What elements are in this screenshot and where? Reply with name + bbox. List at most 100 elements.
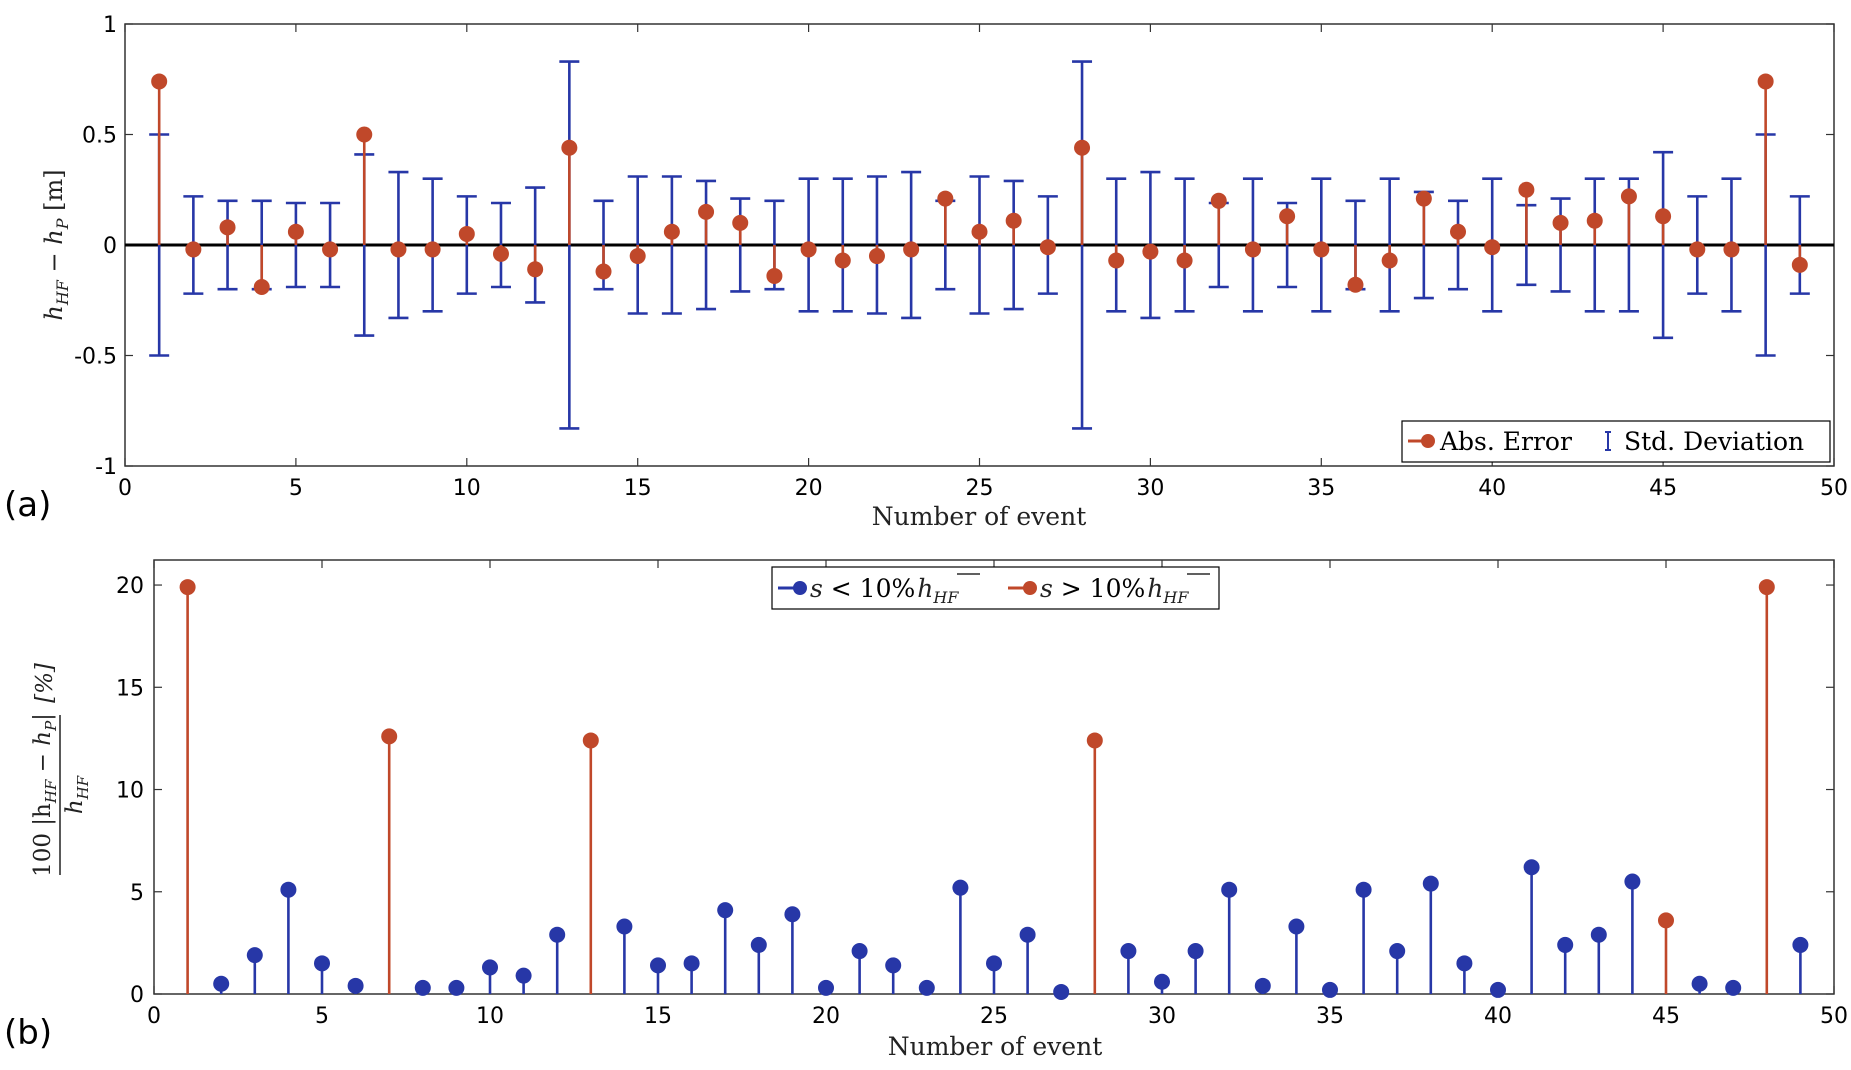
x-tick-label: 5 [289, 476, 303, 501]
y-tick-label: 5 [130, 881, 144, 906]
y-tick-label: 10 [116, 779, 144, 804]
stem-marker [1053, 983, 1070, 1000]
error-marker [903, 241, 920, 258]
stem-marker [1658, 912, 1674, 929]
y-tick-label: -1 [95, 455, 117, 480]
x-tick-label: 45 [1652, 1004, 1680, 1029]
y-axis-title-a: hHF − hP [m] [40, 169, 72, 320]
stem-marker [851, 943, 868, 960]
stem-marker [448, 979, 465, 996]
stem-marker [1120, 943, 1137, 960]
legend-high-label: s > 10%hHF [1040, 574, 1189, 607]
x-tick-label: 35 [1316, 1004, 1344, 1029]
error-marker [1244, 241, 1261, 258]
stem-marker [1355, 881, 1372, 898]
error-marker [937, 190, 954, 207]
stem-marker [1221, 881, 1238, 898]
stem-marker [582, 732, 599, 749]
legend-high-marker [1023, 581, 1037, 595]
legend-std-label: Std. Deviation [1624, 427, 1804, 456]
stem-marker [952, 879, 969, 896]
y-tick-label: -0.5 [74, 345, 117, 370]
stem-marker [1187, 943, 1204, 960]
legend-a: Abs. Error Std. Deviation [1401, 420, 1831, 463]
x-tick-label: 15 [624, 476, 652, 501]
stem-marker [179, 579, 196, 596]
error-marker [629, 248, 646, 265]
error-marker [800, 241, 817, 258]
stem-marker [213, 975, 230, 992]
legend-abs-error-marker [1421, 434, 1435, 448]
error-marker [253, 278, 270, 295]
error-marker [1518, 181, 1535, 198]
y-tick-label: 1 [103, 13, 117, 38]
x-tick-label: 10 [476, 1004, 504, 1029]
stem-marker [1590, 926, 1607, 943]
stem-marker [414, 979, 431, 996]
error-marker [1279, 208, 1296, 225]
x-tick-label: 35 [1307, 476, 1335, 501]
svg-text:[%]: [%] [32, 663, 58, 703]
stem-marker [1624, 873, 1641, 890]
x-tick-label: 10 [453, 476, 481, 501]
stem-marker [1691, 975, 1708, 992]
stem-marker [1254, 977, 1271, 994]
error-marker [1074, 139, 1091, 156]
x-tick-label: 20 [795, 476, 823, 501]
y-axis-title-b: 100 |hHF − hP| hHF [%] [30, 663, 92, 877]
stem-marker [1758, 579, 1775, 596]
x-tick-label: 0 [118, 476, 132, 501]
stem-marker [918, 979, 935, 996]
legend-b: s < 10%hHF s > 10%hHF [771, 566, 1220, 610]
x-tick-label: 5 [315, 1004, 329, 1029]
error-marker [698, 203, 715, 220]
error-marker [1142, 243, 1159, 260]
stem-marker [1086, 732, 1103, 749]
error-marker [287, 223, 304, 240]
x-ticks-a: 0 5 10 15 20 25 30 35 40 45 50 [118, 24, 1848, 501]
error-marker [1039, 239, 1056, 256]
x-tick-label: 30 [1148, 1004, 1176, 1029]
panel-a: -1 -0.5 0 0.5 1 0 5 10 15 20 25 30 35 40 45 50 hHF − h… [4, 13, 1848, 531]
x-tick-label: 40 [1484, 1004, 1512, 1029]
legend-low-label: s < 10%hHF [810, 574, 959, 607]
error-marker [1005, 212, 1022, 229]
stem-marker [1154, 973, 1170, 990]
error-marker [1347, 276, 1364, 293]
x-tick-label: 0 [147, 1004, 161, 1029]
error-marker [732, 214, 749, 231]
stem-marker [1389, 943, 1406, 960]
error-marker [424, 241, 441, 258]
error-marker [1484, 239, 1501, 256]
stem-marker [1422, 875, 1439, 892]
stem-marker [1523, 859, 1540, 876]
stem-marker [1456, 955, 1473, 972]
error-marker [868, 248, 885, 265]
error-marker [492, 245, 509, 262]
error-marker [1620, 188, 1637, 205]
x-tick-label: 25 [966, 476, 994, 501]
panel-b: 0 5 10 15 20 0 5 10 15 20 25 30 35 40 45 50 100 |hHF −… [4, 559, 1848, 1061]
error-marker [1176, 252, 1193, 269]
error-marker [1415, 190, 1432, 207]
error-marker [1210, 192, 1227, 209]
panel-label-a: (a) [4, 485, 51, 525]
y-tick-label: 20 [116, 574, 144, 599]
error-marker [356, 126, 373, 143]
error-marker [527, 261, 544, 278]
error-marker [1552, 214, 1569, 231]
error-marker [1655, 208, 1672, 225]
x-ticks-b: 0 5 10 15 20 25 30 35 40 45 50 [147, 560, 1848, 1029]
stem-marker [818, 979, 834, 996]
x-axis-title-a: Number of event [872, 502, 1087, 531]
stem-marker [482, 959, 498, 976]
stem-marker [515, 967, 532, 984]
error-marker [390, 241, 407, 258]
error-marker [1791, 256, 1808, 273]
y-tick-label: 15 [116, 676, 144, 701]
error-marker [663, 223, 680, 240]
error-marker [1381, 252, 1398, 269]
abs-error-series [151, 73, 1808, 295]
stem-marker [616, 918, 633, 935]
